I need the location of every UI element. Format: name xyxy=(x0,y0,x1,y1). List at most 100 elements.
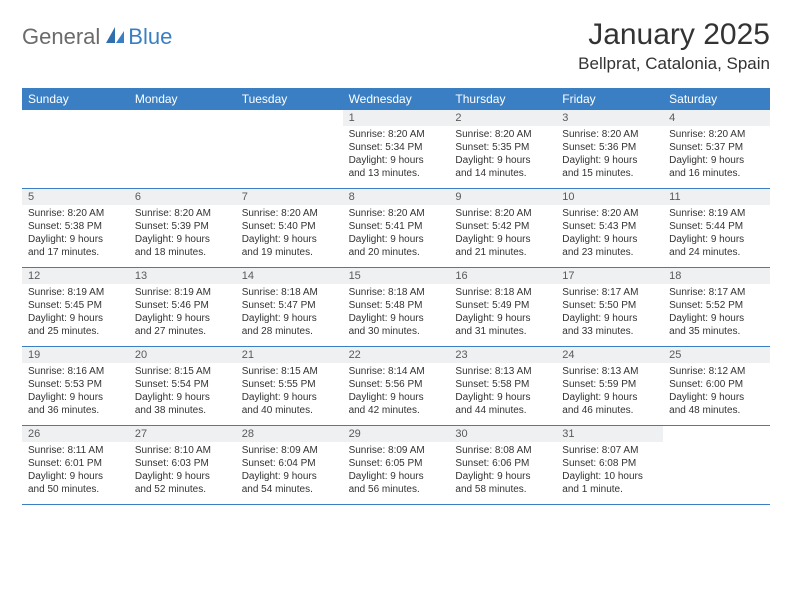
sunrise-line: Sunrise: 8:11 AM xyxy=(28,444,123,457)
day-number: 21 xyxy=(236,347,343,363)
calendar-cell: 10Sunrise: 8:20 AMSunset: 5:43 PMDayligh… xyxy=(556,189,663,267)
sunrise-line: Sunrise: 8:17 AM xyxy=(669,286,764,299)
calendar-cell: 1 Sunrise: 8:20 AMSunset: 5:34 PMDaylight… xyxy=(343,110,450,188)
day-number: 3 xyxy=(556,110,663,126)
day-number: 18 xyxy=(663,268,770,284)
cell-body: Sunrise: 8:18 AMSunset: 5:47 PMDaylight:… xyxy=(236,284,343,342)
sunset-line: Sunset: 5:45 PM xyxy=(28,299,123,312)
calendar-cell: 25Sunrise: 8:12 AMSunset: 6:00 PMDayligh… xyxy=(663,347,770,425)
daylight-line: Daylight: 9 hours xyxy=(28,233,123,246)
day-number: 11 xyxy=(663,189,770,205)
day-number: 16 xyxy=(449,268,556,284)
daylight-line: Daylight: 9 hours xyxy=(562,312,657,325)
daylight-line: and 42 minutes. xyxy=(349,404,444,417)
daylight-line: Daylight: 9 hours xyxy=(242,312,337,325)
cell-body: Sunrise: 8:19 AMSunset: 5:44 PMDaylight:… xyxy=(663,205,770,263)
sunset-line: Sunset: 6:05 PM xyxy=(349,457,444,470)
sunset-line: Sunset: 5:54 PM xyxy=(135,378,230,391)
cell-body: Sunrise: 8:12 AMSunset: 6:00 PMDaylight:… xyxy=(663,363,770,421)
daylight-line: Daylight: 9 hours xyxy=(135,312,230,325)
sunrise-line: Sunrise: 8:20 AM xyxy=(349,128,444,141)
sunset-line: Sunset: 5:44 PM xyxy=(669,220,764,233)
calendar-cell: 12Sunrise: 8:19 AMSunset: 5:45 PMDayligh… xyxy=(22,268,129,346)
cell-body: Sunrise: 8:20 AMSunset: 5:39 PMDaylight:… xyxy=(129,205,236,263)
cell-body: Sunrise: 8:17 AMSunset: 5:50 PMDaylight:… xyxy=(556,284,663,342)
cell-body: Sunrise: 8:10 AMSunset: 6:03 PMDaylight:… xyxy=(129,442,236,500)
dayhead-tue: Tuesday xyxy=(236,88,343,110)
day-number: 9 xyxy=(449,189,556,205)
brand-logo: General Blue xyxy=(22,18,172,50)
sunset-line: Sunset: 5:55 PM xyxy=(242,378,337,391)
dayhead-thu: Thursday xyxy=(449,88,556,110)
sunrise-line: Sunrise: 8:14 AM xyxy=(349,365,444,378)
daylight-line: Daylight: 9 hours xyxy=(349,391,444,404)
sunrise-line: Sunrise: 8:20 AM xyxy=(242,207,337,220)
daylight-line: and 30 minutes. xyxy=(349,325,444,338)
daylight-line: and 13 minutes. xyxy=(349,167,444,180)
daylight-line: and 33 minutes. xyxy=(562,325,657,338)
brand-sail-icon xyxy=(104,25,126,50)
daylight-line: and 21 minutes. xyxy=(455,246,550,259)
day-number: 17 xyxy=(556,268,663,284)
daylight-line: and 15 minutes. xyxy=(562,167,657,180)
sunset-line: Sunset: 5:34 PM xyxy=(349,141,444,154)
day-number: 2 xyxy=(449,110,556,126)
sunrise-line: Sunrise: 8:07 AM xyxy=(562,444,657,457)
calendar-cell: 5Sunrise: 8:20 AMSunset: 5:38 PMDaylight… xyxy=(22,189,129,267)
day-number: 1 xyxy=(343,110,450,126)
day-number: 6 xyxy=(129,189,236,205)
calendar-cell: 2Sunrise: 8:20 AMSunset: 5:35 PMDaylight… xyxy=(449,110,556,188)
sunrise-line: Sunrise: 8:08 AM xyxy=(455,444,550,457)
sunrise-line: Sunrise: 8:20 AM xyxy=(135,207,230,220)
sunset-line: Sunset: 5:59 PM xyxy=(562,378,657,391)
sunset-line: Sunset: 6:01 PM xyxy=(28,457,123,470)
cell-body: Sunrise: 8:20 AMSunset: 5:35 PMDaylight:… xyxy=(449,126,556,184)
daylight-line: Daylight: 9 hours xyxy=(455,154,550,167)
daylight-line: Daylight: 9 hours xyxy=(669,312,764,325)
calendar-cell: 23Sunrise: 8:13 AMSunset: 5:58 PMDayligh… xyxy=(449,347,556,425)
daylight-line: and 36 minutes. xyxy=(28,404,123,417)
cell-body: Sunrise: 8:11 AMSunset: 6:01 PMDaylight:… xyxy=(22,442,129,500)
week-row: 26Sunrise: 8:11 AMSunset: 6:01 PMDayligh… xyxy=(22,426,770,505)
cell-body: Sunrise: 8:15 AMSunset: 5:55 PMDaylight:… xyxy=(236,363,343,421)
day-number: 19 xyxy=(22,347,129,363)
day-number: 25 xyxy=(663,347,770,363)
daylight-line: Daylight: 9 hours xyxy=(349,154,444,167)
title-block: January 2025 Bellprat, Catalonia, Spain xyxy=(578,18,770,74)
calendar-cell: 22Sunrise: 8:14 AMSunset: 5:56 PMDayligh… xyxy=(343,347,450,425)
cell-body: Sunrise: 8:17 AMSunset: 5:52 PMDaylight:… xyxy=(663,284,770,342)
calendar-cell: 13Sunrise: 8:19 AMSunset: 5:46 PMDayligh… xyxy=(129,268,236,346)
daylight-line: Daylight: 9 hours xyxy=(455,312,550,325)
dayhead-mon: Monday xyxy=(129,88,236,110)
sunrise-line: Sunrise: 8:13 AM xyxy=(562,365,657,378)
sunset-line: Sunset: 6:00 PM xyxy=(669,378,764,391)
calendar-cell: 11Sunrise: 8:19 AMSunset: 5:44 PMDayligh… xyxy=(663,189,770,267)
sunset-line: Sunset: 5:39 PM xyxy=(135,220,230,233)
day-number: 27 xyxy=(129,426,236,442)
calendar-cell: 6Sunrise: 8:20 AMSunset: 5:39 PMDaylight… xyxy=(129,189,236,267)
cell-body: Sunrise: 8:15 AMSunset: 5:54 PMDaylight:… xyxy=(129,363,236,421)
sunrise-line: Sunrise: 8:17 AM xyxy=(562,286,657,299)
sunset-line: Sunset: 6:04 PM xyxy=(242,457,337,470)
calendar-cell: 19Sunrise: 8:16 AMSunset: 5:53 PMDayligh… xyxy=(22,347,129,425)
daylight-line: Daylight: 9 hours xyxy=(455,391,550,404)
calendar-cell-empty xyxy=(22,110,129,188)
daylight-line: and 46 minutes. xyxy=(562,404,657,417)
sunset-line: Sunset: 5:41 PM xyxy=(349,220,444,233)
cell-body: Sunrise: 8:20 AMSunset: 5:40 PMDaylight:… xyxy=(236,205,343,263)
page-header: General Blue January 2025 Bellprat, Cata… xyxy=(22,18,770,74)
daylight-line: Daylight: 9 hours xyxy=(242,470,337,483)
daylight-line: Daylight: 9 hours xyxy=(669,233,764,246)
cell-body: Sunrise: 8:20 AMSunset: 5:42 PMDaylight:… xyxy=(449,205,556,263)
daylight-line: and 58 minutes. xyxy=(455,483,550,496)
calendar-grid: Sunday Monday Tuesday Wednesday Thursday… xyxy=(22,88,770,505)
week-row: 1Sunrise: 8:20 AMSunset: 5:34 PMDaylight… xyxy=(22,110,770,189)
calendar-cell-empty xyxy=(129,110,236,188)
cell-body: Sunrise: 8:09 AMSunset: 6:04 PMDaylight:… xyxy=(236,442,343,500)
brand-part1: General xyxy=(22,24,100,50)
daylight-line: and 40 minutes. xyxy=(242,404,337,417)
daylight-line: and 50 minutes. xyxy=(28,483,123,496)
sunrise-line: Sunrise: 8:18 AM xyxy=(242,286,337,299)
calendar-cell: 15Sunrise: 8:18 AMSunset: 5:48 PMDayligh… xyxy=(343,268,450,346)
sunrise-line: Sunrise: 8:13 AM xyxy=(455,365,550,378)
